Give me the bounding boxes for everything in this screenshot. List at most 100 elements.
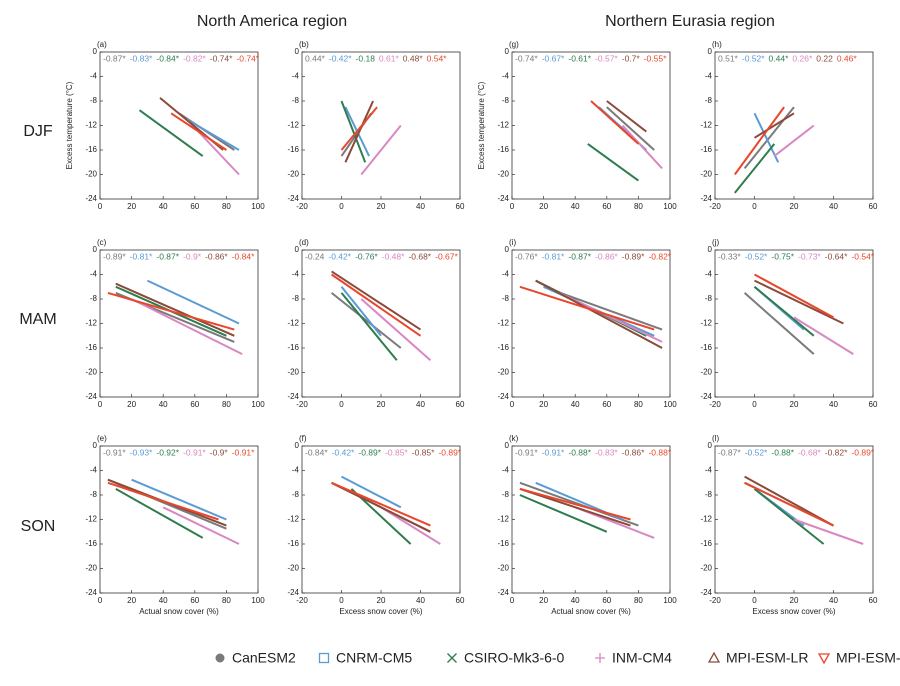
plot-frame — [511, 51, 671, 200]
panel-label: (e) — [97, 434, 107, 443]
y-tick-label: -12 — [700, 515, 712, 524]
y-tick-label: -20 — [700, 170, 712, 179]
x-tick-label: -20 — [296, 202, 308, 211]
x-tick-label: 0 — [752, 596, 757, 605]
panel-label: (c) — [97, 238, 107, 247]
correlation-label: -0.81* — [542, 251, 565, 261]
x-tick-label: 100 — [251, 202, 265, 211]
y-tick-label: -16 — [497, 343, 509, 352]
correlation-label: 0.48* — [403, 53, 424, 63]
correlation-label: -0.67* — [435, 251, 458, 261]
y-tick-label: -16 — [497, 145, 509, 154]
x-tick-label: 0 — [752, 400, 757, 409]
correlation-label: -0.89* — [358, 447, 381, 457]
x-tick-label: 80 — [222, 202, 231, 211]
plot-frame — [301, 51, 461, 200]
y-tick-label: -4 — [705, 72, 713, 81]
correlation-label: -0.87* — [156, 251, 179, 261]
x-tick-label: -20 — [709, 202, 721, 211]
x-tick-label: 100 — [251, 400, 265, 409]
regression-line — [753, 286, 815, 337]
y-tick-label: -8 — [705, 294, 713, 303]
x-tick-label: 40 — [829, 596, 838, 605]
x-tick-label: 40 — [416, 596, 425, 605]
x-tick-label: 40 — [159, 202, 168, 211]
y-tick-label: 0 — [93, 441, 98, 450]
correlation-label: -0.85* — [385, 447, 408, 457]
y-tick-label: -4 — [90, 466, 98, 475]
y-tick-label: -16 — [85, 539, 97, 548]
marker-square — [318, 652, 330, 664]
regression-line — [558, 291, 663, 343]
panel-label: (d) — [299, 238, 309, 247]
legend-marker — [595, 653, 605, 663]
correlation-label: -0.91* — [515, 447, 538, 457]
y-tick-label: -4 — [502, 270, 510, 279]
x-tick-label: 40 — [571, 400, 580, 409]
x-tick-label: 0 — [98, 400, 103, 409]
correlation-label: -0.75* — [771, 251, 794, 261]
correlation-label: -0.87* — [718, 447, 741, 457]
correlation-label: -0.42* — [332, 447, 355, 457]
y-tick-label: -8 — [705, 96, 713, 105]
correlation-label: -0.91* — [232, 447, 255, 457]
column-title: Northern Eurasia region — [605, 13, 775, 30]
x-tick-label: 60 — [869, 202, 878, 211]
regression-line — [733, 106, 785, 176]
panel-label: (l) — [712, 434, 719, 443]
x-tick-label: 0 — [752, 202, 757, 211]
y-tick-label: -20 — [287, 368, 299, 377]
correlation-label: -0.89* — [622, 251, 645, 261]
regression-line — [590, 100, 640, 145]
x-tick-label: 60 — [190, 202, 199, 211]
correlation-label: -0.9* — [210, 447, 229, 457]
correlation-label: -0.24 — [305, 251, 325, 261]
x-tick-label: 60 — [869, 596, 878, 605]
y-tick-label: 0 — [295, 47, 300, 56]
x-tick-label: -20 — [296, 400, 308, 409]
correlation-label: -0.57* — [595, 53, 618, 63]
y-tick-label: -12 — [85, 319, 97, 328]
x-tick-label: 80 — [634, 202, 643, 211]
regression-line — [360, 298, 432, 362]
x-tick-label: 60 — [190, 596, 199, 605]
legend-entry: MPI-ESM-LR — [726, 650, 808, 666]
y-tick-label: 0 — [505, 47, 510, 56]
y-tick-label: -4 — [90, 270, 98, 279]
panel-label: (g) — [509, 40, 519, 49]
y-tick-label: -20 — [287, 170, 299, 179]
y-tick-label: -16 — [700, 343, 712, 352]
y-tick-label: -8 — [90, 96, 98, 105]
y-tick-label: -8 — [292, 294, 300, 303]
x-tick-label: 20 — [377, 202, 386, 211]
y-tick-label: -12 — [497, 121, 509, 130]
correlation-label: -0.87* — [568, 251, 591, 261]
correlation-label: -0.82* — [183, 53, 206, 63]
x-tick-label: 60 — [602, 202, 611, 211]
regression-line — [340, 286, 382, 337]
marker-triangle — [707, 651, 721, 663]
regression-line — [146, 279, 240, 325]
legend-marker — [817, 653, 831, 665]
correlation-label: -0.91* — [542, 447, 565, 457]
regression-line — [340, 292, 398, 361]
panel-label: (i) — [509, 238, 516, 247]
regression-line — [519, 494, 608, 533]
correlation-label: -0.7* — [622, 53, 641, 63]
y-tick-label: 0 — [505, 441, 510, 450]
correlation-label: -0.52* — [742, 53, 765, 63]
correlation-label: -0.82* — [825, 447, 848, 457]
regression-line — [138, 109, 204, 157]
regression-line — [331, 481, 431, 527]
y-tick-label: -24 — [700, 588, 712, 597]
y-tick-label: -12 — [287, 121, 299, 130]
x-tick-label: 40 — [416, 400, 425, 409]
correlation-label: -0.84* — [232, 251, 255, 261]
correlation-label: -0.85* — [412, 447, 435, 457]
y-tick-label: -20 — [85, 368, 97, 377]
y-tick-label: -12 — [85, 515, 97, 524]
correlation-label: 0.44* — [305, 53, 326, 63]
x-tick-label: 0 — [339, 400, 344, 409]
correlation-label: 0.51* — [718, 53, 739, 63]
regression-line — [186, 118, 240, 151]
